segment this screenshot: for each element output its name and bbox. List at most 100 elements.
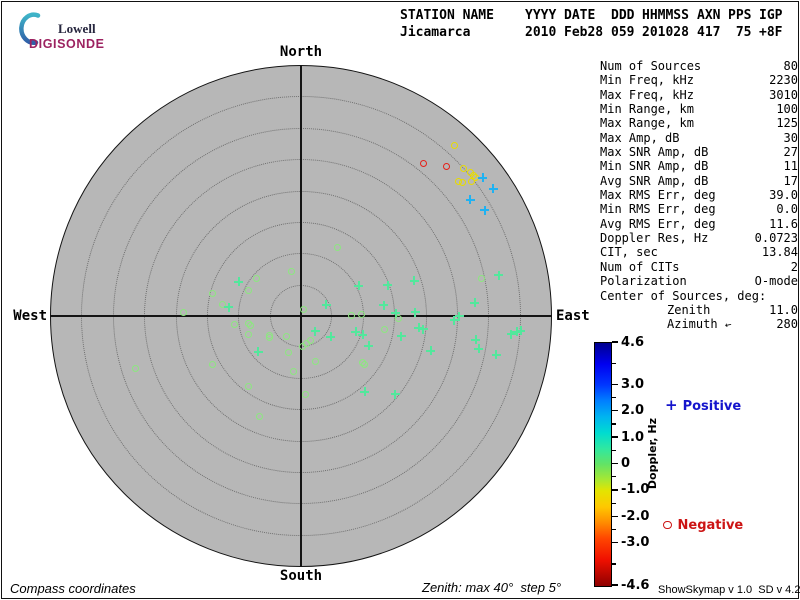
header-col-hhmmss: HHMMSS 201028 — [642, 8, 697, 41]
colorbar-minor-tick — [612, 362, 616, 364]
source-point-positive — [471, 335, 481, 345]
colorbar-tick — [612, 436, 618, 438]
plus-vbar — [400, 331, 403, 341]
stat-row: Max RMS Err, deg 39.0 — [600, 188, 798, 202]
header-col-value: 2010 — [525, 24, 557, 40]
stat-row: Min Range, km 100 — [600, 102, 798, 116]
stat-label: Doppler Res, Hz — [600, 231, 709, 246]
stat-value: 0.0723 — [754, 231, 798, 246]
colorbar-tick — [612, 489, 618, 491]
colorbar-title: Doppler, Hz — [646, 418, 659, 490]
header-col-value: Feb28 — [564, 24, 604, 40]
stat-label: Max RMS Err, deg — [600, 188, 716, 203]
stat-row: Max Amp, dB 30 — [600, 131, 798, 145]
header-col-label: DDD — [611, 8, 635, 23]
stat-row: Azimuth ← 280 — [600, 317, 798, 332]
legend-negative-label: Negative — [677, 518, 744, 533]
stat-value: 11 — [783, 159, 798, 174]
source-point-positive — [409, 276, 419, 286]
plus-vbar — [387, 280, 389, 290]
stat-label: Max Range, km — [600, 116, 694, 131]
plus-vbar — [414, 307, 416, 317]
doppler-colorbar — [594, 342, 612, 587]
plus-vbar — [498, 270, 500, 280]
logo-text-lowell: Lowell — [58, 21, 96, 36]
source-point-negative — [266, 331, 274, 339]
stat-row: CIT, sec 13.84 — [600, 245, 798, 259]
stat-label: Max Amp, dB — [600, 130, 680, 145]
legend-positive: + Positive — [665, 396, 741, 414]
source-point-positive — [506, 329, 516, 339]
source-point-negative — [245, 287, 253, 295]
compass-label-west: West — [13, 308, 47, 324]
legend-negative: Negative — [663, 518, 743, 533]
source-point-positive — [360, 387, 370, 397]
source-point-negative — [219, 300, 227, 308]
header-col-axn: AXN 417 — [697, 8, 728, 41]
stat-row: Max SNR Amp, dB 27 — [600, 145, 798, 159]
stats-panel: Num of Sources 80 Min Freq, kHz 2230 Max Fre… — [600, 59, 798, 332]
source-point-negative — [395, 314, 403, 322]
stat-label: Num of CITs — [600, 259, 680, 274]
source-point-negative — [287, 267, 295, 275]
source-point-positive — [234, 277, 244, 287]
plus-vbar — [355, 327, 357, 337]
colorbar-tick-label: 3.0 — [621, 376, 645, 392]
source-point-negative — [300, 305, 308, 313]
stat-row: Min RMS Err, deg 0.0 — [600, 202, 798, 216]
stat-row: Avg SNR Amp, dB 17 — [600, 174, 798, 188]
header-col-label: IGP — [759, 8, 783, 23]
source-point-positive — [414, 323, 424, 333]
azimuth-direction-arrow-icon: ← — [723, 317, 733, 332]
plus-marker-icon: + — [665, 396, 678, 414]
header-col-yyyy: YYYY 2010 — [525, 8, 564, 41]
source-point-positive — [494, 270, 504, 280]
stat-label: Avg SNR Amp, dB — [600, 173, 709, 188]
source-point-positive — [488, 184, 498, 194]
compass-label-east: East — [556, 308, 590, 324]
source-point-positive — [390, 389, 400, 399]
plus-vbar — [227, 302, 230, 312]
source-point-negative — [255, 413, 263, 421]
plus-vbar — [495, 350, 497, 360]
footer-coordinates-note: Compass coordinates — [10, 581, 136, 596]
plus-vbar — [477, 344, 480, 354]
colorbar-minor-tick — [612, 563, 616, 565]
header-col-date: DATE Feb28 — [564, 8, 611, 41]
source-point-positive — [454, 311, 464, 321]
colorbar-tick — [612, 542, 618, 544]
source-point-negative — [284, 349, 292, 357]
west-east-axis — [50, 315, 552, 317]
source-point-negative — [306, 336, 314, 344]
source-point-positive — [396, 331, 406, 341]
stat-value: 39.0 — [769, 188, 798, 203]
source-point-positive — [321, 300, 331, 310]
source-point-negative — [132, 364, 140, 372]
colorbar-minor-tick — [612, 449, 616, 451]
stat-value: 80 — [783, 59, 798, 73]
header-col-label: STATION NAME — [400, 8, 494, 23]
stat-label: Max Freq, kHz — [600, 87, 694, 102]
source-point-positive — [383, 280, 393, 290]
colorbar-tick — [612, 462, 618, 465]
stat-row: Min SNR Amp, dB 11 — [600, 159, 798, 173]
stat-value: 3010 — [769, 87, 798, 102]
plus-vbar — [358, 281, 360, 291]
plus-vbar — [382, 300, 385, 310]
header-col-value: Jicamarca — [400, 24, 471, 40]
digisonde-logo: Lowell DIGISONDE — [12, 10, 142, 51]
plus-vbar — [237, 277, 240, 287]
source-point-negative — [245, 330, 253, 338]
header-col-label: PPS — [728, 8, 752, 23]
plus-vbar — [361, 330, 364, 340]
stat-label: Max SNR Amp, dB — [600, 145, 709, 160]
logo-text-digisonde: DIGISONDE — [29, 37, 105, 51]
source-point-positive — [379, 300, 389, 310]
source-point-positive — [253, 347, 263, 357]
source-point-negative — [247, 321, 255, 329]
plus-vbar — [519, 326, 522, 336]
header-table: STATION NAME Jicamarca YYYY 2010 DATE Feb28 DD… — [400, 8, 783, 41]
source-point-positive — [354, 281, 364, 291]
source-point-negative — [450, 142, 458, 150]
